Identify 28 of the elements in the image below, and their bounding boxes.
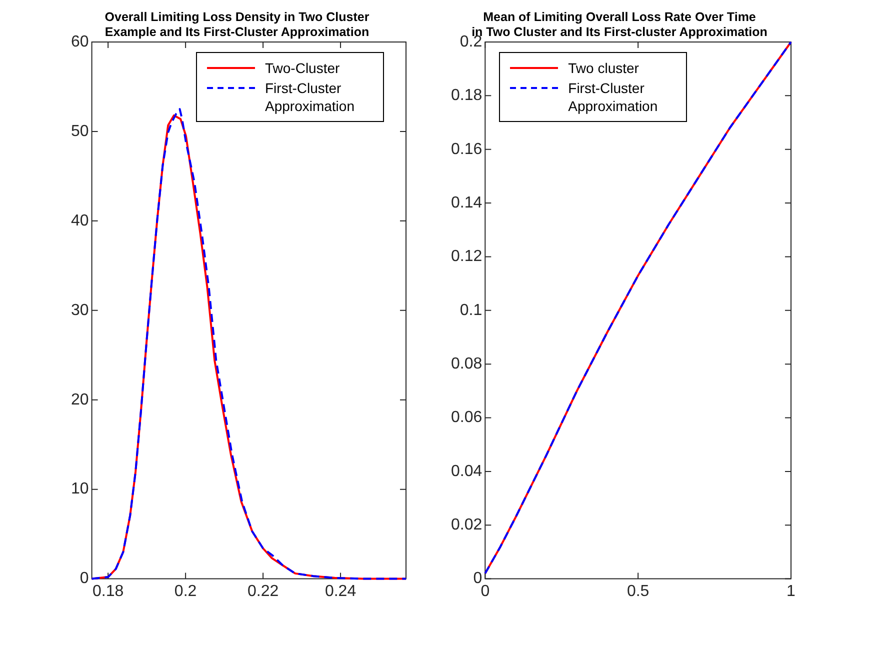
- y-tick-label: 0.16: [451, 140, 482, 158]
- legend-label: Two cluster: [568, 59, 639, 77]
- y-tick-label: 0: [473, 570, 482, 588]
- y-tick-label: 0.08: [451, 355, 482, 372]
- y-tick-label: 0.1: [460, 302, 482, 319]
- y-tick-label: 0.18: [451, 87, 482, 104]
- x-tick-label: 0.5: [626, 582, 650, 600]
- y-tick-label: 0.14: [451, 194, 482, 212]
- y-tick-label: 60: [71, 33, 89, 50]
- x-tick-label: 0.2: [174, 582, 197, 600]
- x-tick-label: 1: [786, 582, 796, 600]
- y-tick-label: 0.06: [451, 409, 482, 426]
- legend-label: First-Cluster Approximation: [265, 79, 356, 115]
- x-tick-label: 0.18: [92, 582, 124, 600]
- y-tick-label: 0.12: [451, 248, 482, 266]
- y-tick-label: 0.04: [451, 462, 482, 480]
- y-tick-label: 40: [71, 212, 89, 230]
- y-tick-label: 0.02: [451, 516, 482, 534]
- x-tick-label: 0.22: [247, 582, 279, 600]
- x-tick-label: 0.24: [324, 582, 356, 600]
- chart-title: Overall Limiting Loss Density in Two Cluster Example and Its First-Cluster Approximation: [104, 10, 370, 39]
- legend-label: First-Cluster Approximation: [568, 79, 659, 115]
- y-tick-label: 30: [71, 302, 89, 319]
- y-tick-label: 50: [71, 122, 89, 140]
- y-tick-label: 0: [80, 570, 89, 588]
- y-tick-label: 10: [71, 480, 89, 498]
- legend-label: Two-Cluster: [265, 59, 340, 77]
- y-tick-label: 20: [71, 391, 89, 408]
